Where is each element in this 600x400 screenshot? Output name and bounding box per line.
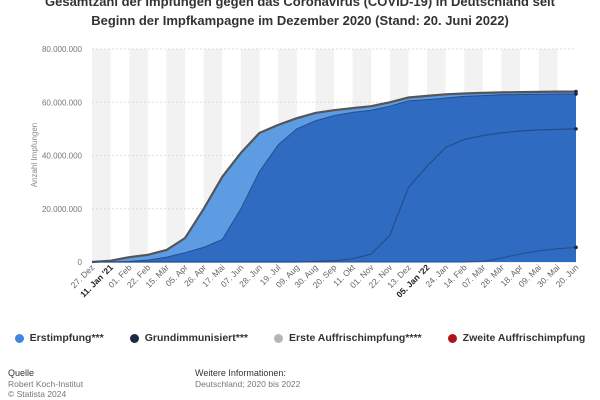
line-grundimmunisiert	[92, 93, 576, 263]
footer-source: Quelle Robert Koch-Institut © Statista 2…	[8, 368, 83, 400]
footer: Quelle Robert Koch-Institut © Statista 2…	[0, 368, 600, 400]
area-chart: 0 20.000.000 40.000.000 60.000.000 80.000.00…	[30, 45, 581, 300]
chart-title-line-1: Gesamtzahl der Impfungen gegen das Coron…	[45, 0, 555, 9]
y-tick-label-1: 20.000.000	[42, 205, 83, 214]
chart-title-line-2: Beginn der Impfkampagne im Dezember 2020…	[91, 13, 509, 28]
legend-label-zweite-auffrischimpfung: Zweite Auffrischimpfung	[462, 332, 586, 344]
footer-info-head: Weitere Informationen:	[195, 368, 286, 378]
chart-title: Gesamtzahl der Impfungen gegen das Coron…	[0, 0, 600, 30]
y-axis-ticks: 0 20.000.000 40.000.000 60.000.000 80.000.00…	[42, 45, 83, 267]
legend-item-grundimmunisiert[interactable]: Grundimmunisiert***	[129, 332, 249, 344]
legend-item-erstimpfung[interactable]: Erstimpfung***	[14, 332, 104, 344]
legend-dot-grundimmunisiert	[129, 333, 139, 343]
footer-source-line-2: © Statista 2024	[8, 389, 67, 399]
footer-info: Weitere Informationen: Deutschland; 2020…	[195, 368, 300, 389]
legend-label-erste-auffrischimpfung: Erste Auffrischimpfung****	[289, 332, 422, 344]
end-point-1	[574, 92, 578, 96]
footer-source-line-1: Robert Koch-Institut	[8, 378, 84, 389]
series-areas	[91, 89, 578, 264]
legend-dot-zweite-auffrischimpfung	[447, 333, 457, 343]
legend-item-zweite-auffrischimpfung[interactable]: Zweite Auffrischimpfung	[447, 332, 586, 344]
y-tick-label-4: 80.000.000	[42, 45, 83, 54]
footer-source-head: Quelle	[8, 368, 35, 378]
legend-label-erstimpfung: Erstimpfung***	[29, 332, 104, 344]
y-tick-label-3: 60.000.000	[42, 98, 83, 107]
end-point-2	[574, 127, 578, 131]
y-tick-label-0: 0	[78, 258, 83, 267]
line-erstimpfung	[91, 90, 576, 264]
legend-item-erste-auffrischimpfung[interactable]: Erste Auffrischimpfung****	[274, 332, 422, 344]
legend-dot-erstimpfung	[14, 333, 24, 343]
chart-legend: Erstimpfung*** Grundimmunisiert*** Erste…	[0, 332, 600, 344]
footer-info-line-1: Deutschland; 2020 bis 2022	[195, 378, 301, 389]
y-tick-label-2: 40.000.000	[42, 152, 83, 161]
line-zweite-auffrischimpfung	[92, 246, 577, 263]
legend-dot-erste-auffrischimpfung	[274, 333, 284, 343]
legend-label-grundimmunisiert: Grundimmunisiert***	[144, 332, 249, 344]
area-grundimmunisiert	[92, 94, 576, 262]
y-axis-label: Anzahl Impfungen	[30, 123, 39, 188]
end-point-3	[574, 245, 578, 250]
